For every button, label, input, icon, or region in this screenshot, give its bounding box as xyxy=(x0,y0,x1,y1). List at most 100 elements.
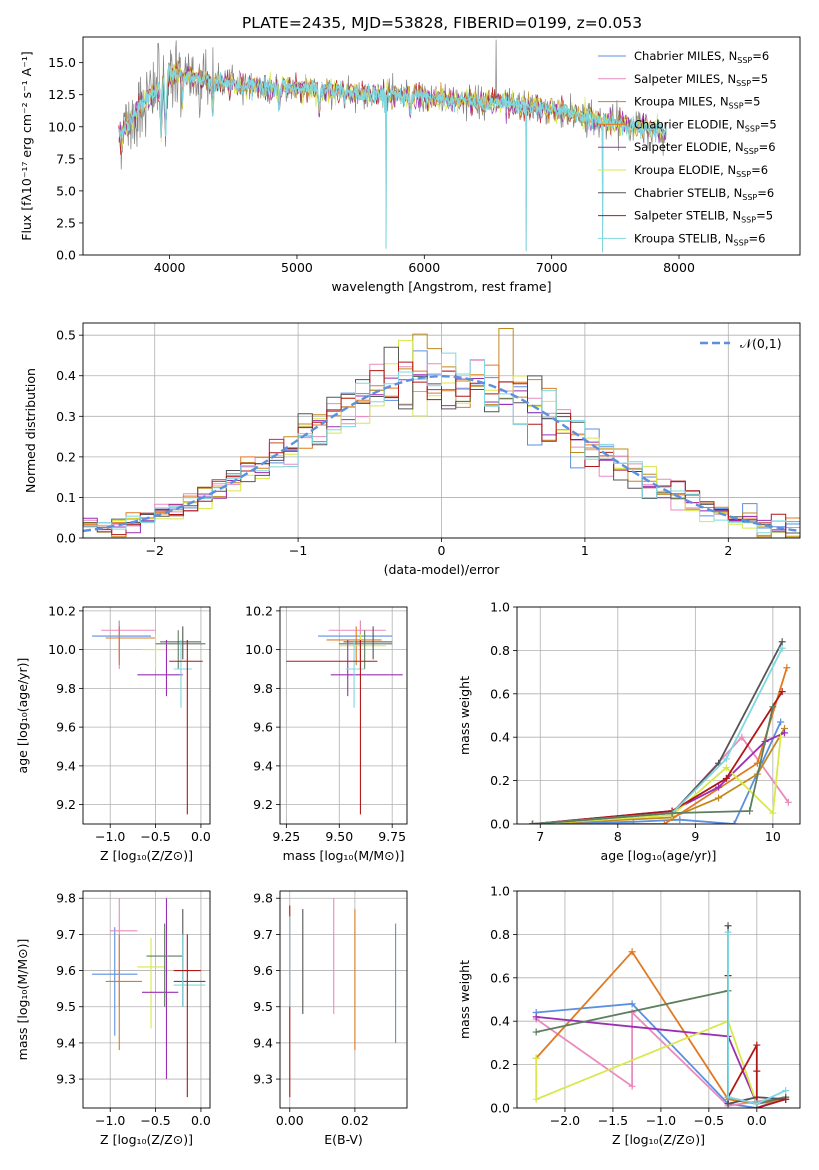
massweight-marker xyxy=(722,774,730,782)
y-axis-label: age [log₁₀(age/yr)] xyxy=(15,658,30,774)
legend-item: Salpeter STELIB, NSSP=5 xyxy=(598,209,773,225)
legend-label-text: Chabrier MILES, N xyxy=(634,49,737,63)
histogram-series xyxy=(83,361,800,538)
legend-nssp: =6 xyxy=(757,186,774,200)
y-tick-label: 0.0 xyxy=(56,248,76,263)
x-axis-label: wavelength [Angstrom, rest frame] xyxy=(331,279,551,294)
y-tick-label: 0.3 xyxy=(56,409,76,424)
legend-label: Kroupa MILES, NSSP=5 xyxy=(634,95,760,111)
axes-border xyxy=(82,36,801,256)
axes-frame: 7 8 9 10 0.0 0.2 0.4 0.6 0.8 1.0 age [log₁₀(age/yr… xyxy=(457,600,801,863)
legend-label-text: Salpeter STELIB, N xyxy=(634,209,741,223)
plot-content xyxy=(83,328,800,538)
massweight-marker xyxy=(724,922,732,930)
x-tick-label: −1.0 xyxy=(95,1113,125,1128)
x-tick-label: 1 xyxy=(581,543,589,558)
plot-content xyxy=(92,898,206,1098)
massweight-marker xyxy=(722,764,730,772)
legend-nssp: =6 xyxy=(752,49,769,63)
y-tick-label: 9.8 xyxy=(253,681,273,696)
y-tick-label: 9.7 xyxy=(56,927,76,942)
y-axis-label: Flux [fλ10⁻¹⁷ erg cm⁻² s⁻¹ A⁻¹] xyxy=(19,51,34,240)
plot-area xyxy=(280,607,407,824)
y-tick-label: 0.0 xyxy=(56,531,76,546)
y-tick-label: 10.0 xyxy=(48,642,76,657)
y-axis-label: mass weight xyxy=(457,676,472,755)
axes-frame: 9.25 9.50 9.75 9.2 9.4 9.6 9.8 10.0 10.2 mass [lo… xyxy=(245,603,408,863)
legend-item: Salpeter ELODIE, NSSP=6 xyxy=(598,140,776,156)
massweight-marker xyxy=(532,1028,540,1036)
massweight-marker xyxy=(532,1013,540,1021)
legend-item: Kroupa MILES, NSSP=5 xyxy=(598,95,760,111)
legend-label-text: Kroupa ELODIE, N xyxy=(634,163,736,177)
massweight-marker xyxy=(769,809,777,817)
y-tick-label: 9.5 xyxy=(253,999,273,1014)
x-tick-label: 0.0 xyxy=(191,829,211,844)
x-tick-label: 0 xyxy=(438,543,446,558)
massweight-series-line xyxy=(532,691,783,824)
legend-label-text: Chabrier STELIB, N xyxy=(634,186,742,200)
massweight-marker xyxy=(782,1087,790,1095)
reference-legend-label: 𝒩(0,1) xyxy=(740,336,782,351)
z-age-panel: −1.0 −0.5 0.0 9.2 9.4 9.6 9.8 10.0 10.2 Z [log₁₀(… xyxy=(15,603,211,863)
x-tick-label: 9.25 xyxy=(272,829,300,844)
massweight-marker xyxy=(724,928,732,936)
legend-item: Kroupa ELODIE, NSSP=6 xyxy=(598,163,768,179)
errorbar-point xyxy=(345,639,365,708)
massweight-marker xyxy=(628,948,636,956)
massweight-marker xyxy=(746,807,754,815)
y-tick-label: 15.0 xyxy=(48,55,76,70)
massweight-marker xyxy=(730,820,738,824)
x-axis-label: (data-model)/error xyxy=(384,562,501,577)
legend-item: Chabrier ELODIE, NSSP=5 xyxy=(598,117,777,133)
histogram-series xyxy=(83,352,800,538)
errorbar-point xyxy=(141,898,179,1080)
plot-area xyxy=(83,891,210,1108)
y-tick-label: 5.0 xyxy=(56,183,76,198)
x-tick-label: 7 xyxy=(536,829,544,844)
massweight-marker xyxy=(777,733,785,741)
legend-item: Chabrier STELIB, NSSP=6 xyxy=(598,186,774,202)
errorbar-point xyxy=(330,639,403,697)
y-tick-label: 9.6 xyxy=(56,963,76,978)
x-tick-label: 0.00 xyxy=(276,1113,304,1128)
y-tick-label: 0.8 xyxy=(490,927,510,942)
massweight-marker xyxy=(753,1100,761,1108)
x-tick-label: 0.0 xyxy=(191,1113,211,1128)
spectrum-model-line xyxy=(118,59,667,143)
y-tick-label: 0.2 xyxy=(490,1057,510,1072)
x-tick-label: −1.0 xyxy=(95,829,125,844)
x-tick-label: −2.0 xyxy=(550,1113,580,1128)
errorbar-point xyxy=(105,626,156,666)
legend-subscript: SSP xyxy=(729,102,744,111)
axes-frame: −2 −1 0 1 2 0.0 0.1 0.2 0.3 0.4 0.5 (data-model)/er… xyxy=(23,322,801,577)
z-mass-panel: −1.0 −0.5 0.0 9.3 9.4 9.5 9.6 9.7 9.8 Z [log₁₀(Z/… xyxy=(15,890,211,1147)
legend-nssp: =5 xyxy=(756,209,773,223)
plot-content xyxy=(118,39,667,253)
legend-subscript: SSP xyxy=(741,216,756,225)
x-tick-label: 9 xyxy=(691,829,699,844)
errorbar-point xyxy=(141,634,174,669)
errorbar-point xyxy=(169,639,203,815)
legend-subscript: SSP xyxy=(736,79,751,88)
errorbar-point xyxy=(173,639,192,708)
massweight-marker xyxy=(778,638,786,646)
x-axis-label: Z [log₁₀(Z/Z⊙)] xyxy=(100,1132,193,1147)
legend-subscript: SSP xyxy=(742,193,757,202)
massweight-marker xyxy=(715,794,723,802)
massweight-marker xyxy=(715,783,723,791)
massweight-marker xyxy=(628,1082,636,1090)
legend-nssp: =6 xyxy=(751,163,768,177)
legend-label: Chabrier ELODIE, NSSP=5 xyxy=(634,117,777,133)
y-tick-label: 0.0 xyxy=(490,817,510,832)
x-tick-label: −0.5 xyxy=(140,1113,170,1128)
legend-label: Salpeter ELODIE, NSSP=6 xyxy=(634,140,776,156)
legend-subscript: SSP xyxy=(734,238,749,247)
massweight-series-line xyxy=(535,1020,758,1104)
x-tick-label: −0.5 xyxy=(694,1113,724,1128)
x-tick-label: 9.50 xyxy=(325,829,353,844)
legend-nssp: =5 xyxy=(744,95,761,109)
errorbar-point xyxy=(339,630,393,669)
y-tick-label: 0.6 xyxy=(490,686,510,701)
spectrum-panel: 4000 5000 6000 7000 8000 0.0 2.5 5.0 7.5 10.0 12.5… xyxy=(19,36,801,294)
